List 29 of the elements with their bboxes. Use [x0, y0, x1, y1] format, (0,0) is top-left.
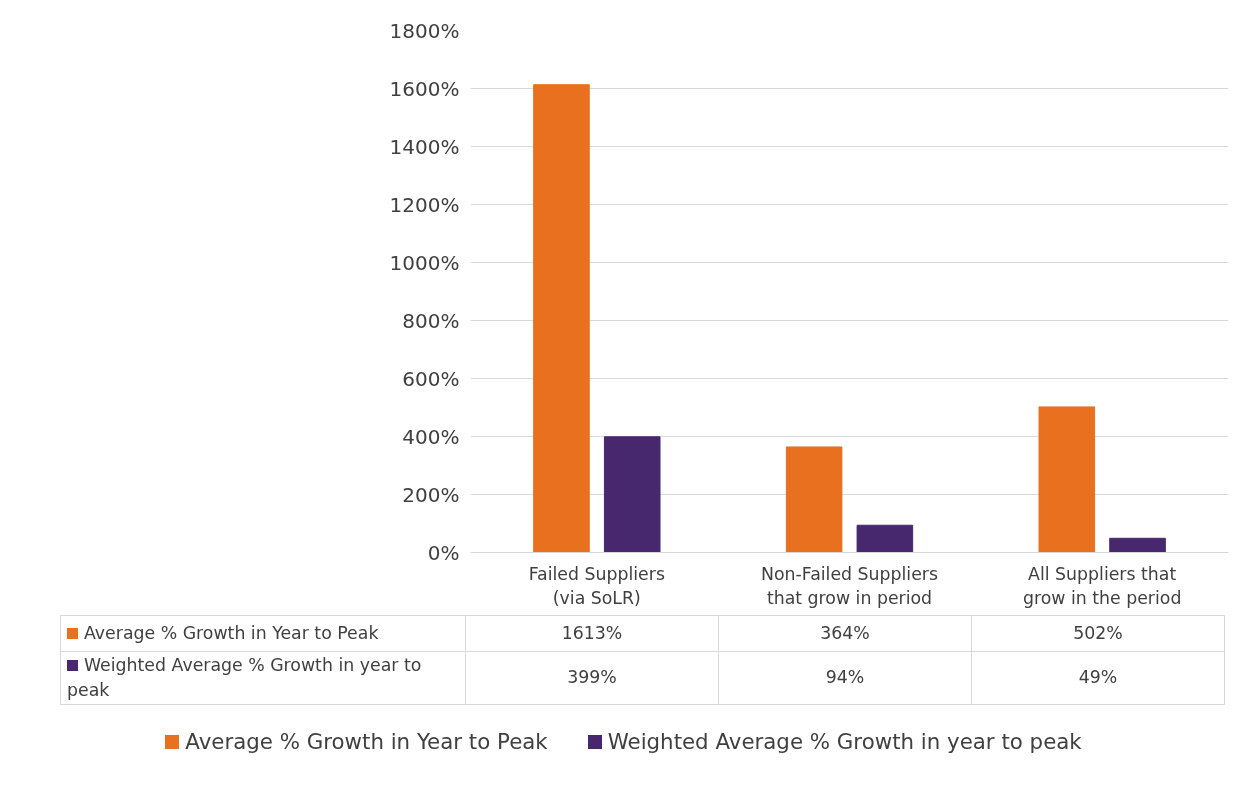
x-tick-label: All Suppliers that grow in the period [1022, 563, 1182, 608]
bar [1109, 537, 1166, 553]
legend-label: Weighted Average % Growth in year to peak [606, 728, 1082, 754]
bar [533, 84, 590, 553]
data-label: 502% [971, 615, 1225, 652]
data-label: 49% [971, 651, 1225, 704]
y-tick-label: 1000% [389, 250, 460, 275]
bar [785, 446, 843, 553]
y-tick-label: 800% [402, 308, 460, 333]
y-tick-label: 1200% [389, 192, 460, 217]
bar [856, 524, 914, 553]
y-tick-label: 1600% [389, 76, 460, 101]
y-tick-label: 1800% [389, 18, 460, 43]
data-label: 364% [718, 615, 972, 652]
y-tick-label: 0% [427, 540, 460, 565]
data-label: 94% [718, 651, 972, 704]
y-tick-label: 1400% [389, 134, 460, 159]
bar [1038, 406, 1096, 553]
bar [603, 436, 661, 553]
x-tick-label: Failed Suppliers (via SoLR) [528, 563, 665, 608]
y-tick-label: 400% [402, 424, 460, 449]
legend-label: Average % Growth in Year to Peak [60, 615, 466, 652]
data-label: 399% [465, 651, 719, 704]
y-tick-label: 200% [402, 482, 460, 507]
x-tick-label: Non-Failed Suppliers that grow in period [760, 563, 939, 608]
data-label: 1613% [465, 615, 719, 652]
text: Average % Growth in Year to Peak [185, 728, 548, 754]
y-tick-label: 600% [402, 366, 460, 391]
text: Weighted Average % Growth in year to peak [67, 655, 422, 700]
